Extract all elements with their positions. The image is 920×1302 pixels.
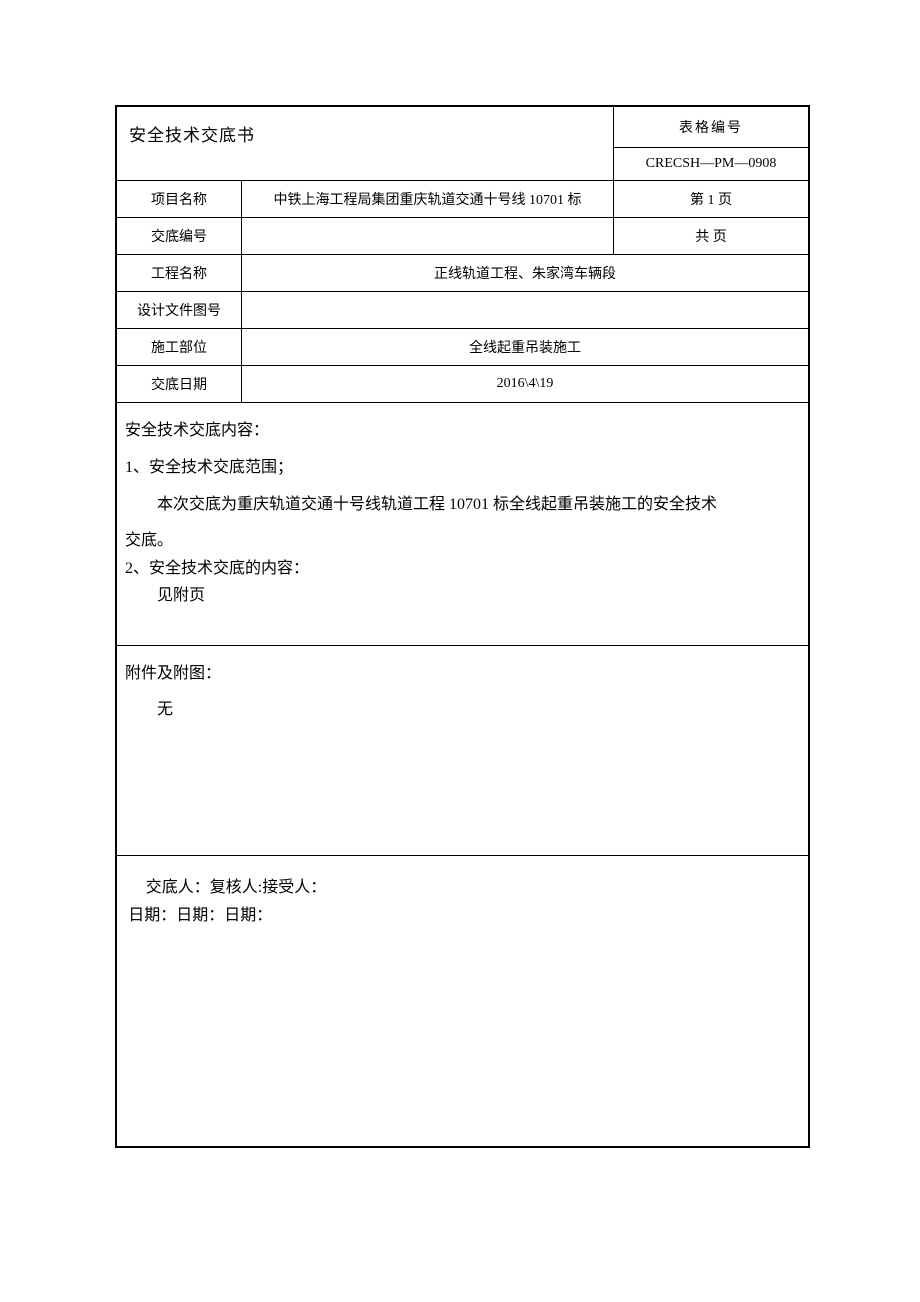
project-name-value: 中铁上海工程局集团重庆轨道交通十号线 10701 标 [242, 181, 613, 217]
signatures-section: 交底人：复核人:接受人： 日期：日期：日期： [117, 856, 808, 1146]
disclosure-date-row: 交底日期 2016\4\19 [117, 366, 808, 403]
header-row: 安全技术交底书 表格编号 CRECSH—PM—0908 [117, 107, 808, 181]
content-item1-detail: 本次交底为重庆轨道交通十号线轨道工程 10701 标全线起重吊装施工的安全技术 [125, 487, 800, 524]
signatures-line: 交底人：复核人:接受人： [125, 874, 800, 903]
content-section: 安全技术交底内容： 1、安全技术交底范围； 本次交底为重庆轨道交通十号线轨道工程… [117, 403, 808, 646]
design-doc-value [242, 292, 808, 328]
attachments-heading: 附件及附图： [125, 656, 800, 693]
attachments-value: 无 [125, 692, 800, 729]
disclosure-date-value: 2016\4\19 [242, 366, 808, 402]
disclosure-date-label: 交底日期 [117, 366, 242, 402]
project-name-label: 项目名称 [117, 181, 242, 217]
form-number-label: 表格编号 [614, 107, 808, 148]
engineering-name-label: 工程名称 [117, 255, 242, 291]
content-heading: 安全技术交底内容： [125, 413, 800, 450]
construction-part-row: 施工部位 全线起重吊装施工 [117, 329, 808, 366]
disclosure-number-label: 交底编号 [117, 218, 242, 254]
engineering-name-row: 工程名称 正线轨道工程、朱家湾车辆段 [117, 255, 808, 292]
engineering-name-value: 正线轨道工程、朱家湾车辆段 [242, 255, 808, 291]
design-doc-label: 设计文件图号 [117, 292, 242, 328]
project-name-row: 项目名称 中铁上海工程局集团重庆轨道交通十号线 10701 标 第 1 页 [117, 181, 808, 218]
content-item1: 1、安全技术交底范围； [125, 450, 800, 487]
construction-part-value: 全线起重吊装施工 [242, 329, 808, 365]
page-info: 第 1 页 [613, 181, 808, 217]
total-pages: 共 页 [613, 218, 808, 254]
form-title: 安全技术交底书 [117, 107, 613, 180]
form-table: 安全技术交底书 表格编号 CRECSH—PM—0908 项目名称 中铁上海工程局… [115, 105, 810, 1148]
disclosure-number-value [242, 218, 613, 254]
design-doc-row: 设计文件图号 [117, 292, 808, 329]
dates-line: 日期：日期：日期： [125, 902, 800, 931]
form-number-value: CRECSH—PM—0908 [614, 148, 808, 180]
disclosure-number-row: 交底编号 共 页 [117, 218, 808, 255]
form-number-block: 表格编号 CRECSH—PM—0908 [613, 107, 808, 180]
construction-part-label: 施工部位 [117, 329, 242, 365]
attachments-section: 附件及附图： 无 [117, 646, 808, 856]
